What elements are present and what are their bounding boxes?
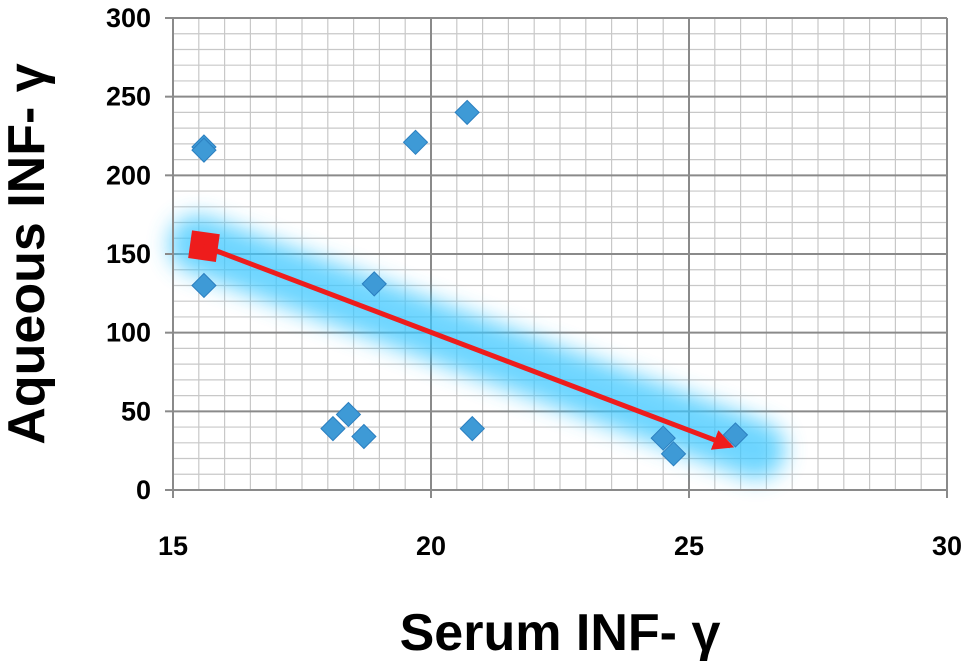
data-point	[191, 137, 217, 163]
x-tick-label: 30	[932, 531, 962, 561]
data-point	[650, 425, 676, 451]
axes	[165, 17, 948, 498]
data-points	[191, 99, 749, 467]
trend-arrow	[188, 230, 735, 450]
x-axis-title: Serum INF- γ	[400, 604, 721, 662]
x-tick-label: 15	[158, 531, 188, 561]
y-tick-label: 300	[106, 3, 151, 33]
y-tick-label: 200	[106, 160, 151, 190]
x-tick-label: 20	[416, 531, 446, 561]
y-axis-title: Aqueous INF- γ	[0, 63, 56, 444]
data-point	[361, 271, 387, 297]
data-point	[454, 99, 480, 126]
data-point	[459, 415, 485, 442]
data-point	[660, 441, 687, 467]
data-point	[320, 415, 346, 442]
data-point	[351, 423, 377, 450]
y-tick-label: 150	[106, 239, 151, 269]
data-point	[335, 401, 362, 428]
x-tick-label: 25	[674, 531, 704, 561]
data-point	[402, 129, 429, 156]
data-point	[191, 272, 217, 299]
y-tick-label: 100	[106, 318, 151, 348]
y-tick-label: 0	[136, 475, 151, 505]
y-tick-labels: 0 50 100 150 200 250 300	[106, 3, 151, 505]
x-tick-labels: 15 20 25 30	[158, 531, 962, 561]
arrow-line	[203, 243, 735, 450]
y-tick-label: 250	[106, 82, 151, 112]
y-tick-label: 50	[121, 396, 151, 426]
